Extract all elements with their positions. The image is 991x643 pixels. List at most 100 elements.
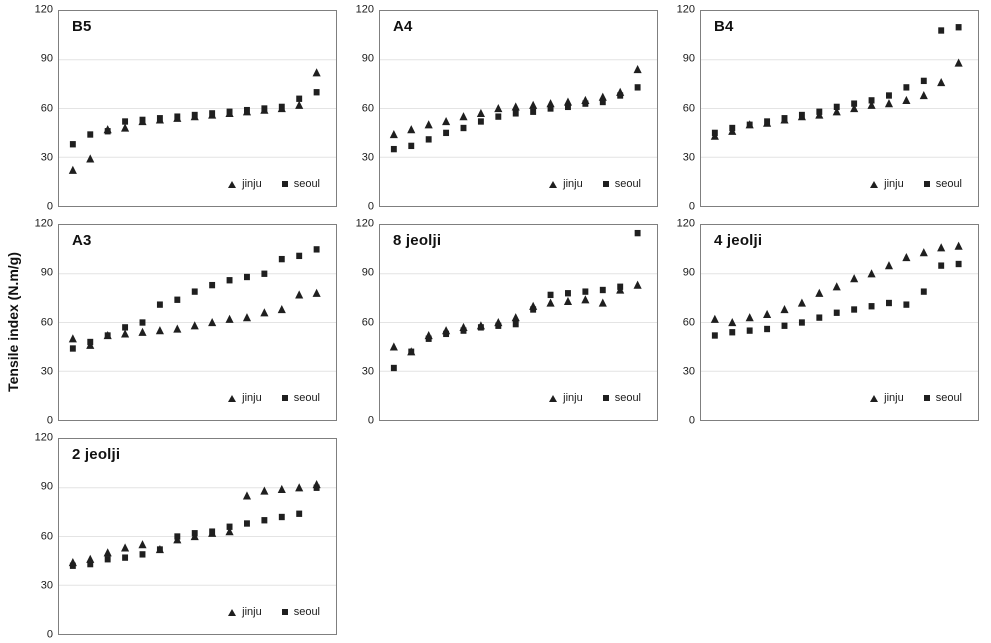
y-tick-label: 30 — [682, 151, 695, 164]
plot-area-a4: A4 jinju seoul — [379, 10, 658, 207]
scatter-points-8-jeolji — [380, 229, 657, 372]
y-tick-label: 0 — [46, 200, 53, 213]
y-tick-label: 60 — [361, 102, 374, 114]
legend-label-seoul: seoul — [935, 178, 962, 190]
y-tick-label: 30 — [40, 365, 53, 378]
chart-grid: 0 30 60 90 120 B5 jinju seoul 0 30 60 90 12 — [28, 4, 991, 643]
y-tick-label: 0 — [367, 414, 374, 427]
square-marker-icon — [923, 181, 930, 187]
y-tick-label: 90 — [361, 266, 374, 279]
y-tick-label: 90 — [682, 266, 695, 279]
legend-item-jinju: jinju — [549, 392, 583, 404]
chart-a4: 0 30 60 90 120 A4 jinju seoul — [349, 4, 670, 224]
y-tick-label: 60 — [40, 316, 53, 328]
y-tick-label: 120 — [355, 3, 374, 16]
plot-area-b4: B4 jinju seoul — [700, 10, 979, 207]
legend-label-jinju: jinju — [563, 392, 583, 404]
chart-title-8-jeolji: 8 jeolji — [393, 232, 442, 249]
square-marker-icon — [281, 181, 288, 187]
legend-item-seoul: seoul — [281, 606, 320, 618]
scatter-points-4-jeolji — [701, 241, 978, 372]
legend-item-seoul: seoul — [281, 178, 320, 190]
legend-item-jinju: jinju — [870, 178, 904, 190]
y-tick-label: 0 — [688, 414, 695, 427]
plot-area-a3: A3 jinju seoul — [58, 224, 337, 421]
triangle-marker-icon — [870, 180, 879, 188]
legend-label-jinju: jinju — [242, 178, 262, 190]
scatter-points-a4 — [380, 59, 657, 158]
legend-4-jeolji: jinju seoul — [870, 392, 962, 404]
legend-item-seoul: seoul — [602, 392, 641, 404]
triangle-marker-icon — [870, 394, 879, 402]
legend-b4: jinju seoul — [870, 178, 962, 190]
y-tick-label: 30 — [361, 151, 374, 164]
chart-a3: 0 30 60 90 120 A3 jinju seoul — [28, 218, 349, 438]
y-tick-label: 120 — [34, 217, 53, 230]
y-tick-label: 90 — [40, 52, 53, 65]
legend-item-jinju: jinju — [870, 392, 904, 404]
y-tick-label: 30 — [682, 365, 695, 378]
y-tick-label: 60 — [682, 316, 695, 328]
y-tick-label: 90 — [361, 52, 374, 65]
legend-a4: jinju seoul — [549, 178, 641, 190]
chart-title-b5: B5 — [72, 18, 92, 35]
y-tick-label: 120 — [676, 3, 695, 16]
chart-title-a3: A3 — [72, 232, 92, 249]
legend-label-seoul: seoul — [293, 606, 320, 618]
scatter-points-b5 — [59, 59, 336, 174]
legend-label-seoul: seoul — [935, 392, 962, 404]
legend-item-jinju: jinju — [228, 606, 262, 618]
chart-title-2-jeolji: 2 jeolji — [72, 446, 121, 463]
y-tick-label: 60 — [40, 102, 53, 114]
legend-item-jinju: jinju — [549, 178, 583, 190]
y-tick-label: 90 — [40, 480, 53, 493]
scatter-points-a3 — [59, 246, 336, 372]
legend-a3: jinju seoul — [228, 392, 320, 404]
legend-label-jinju: jinju — [884, 392, 904, 404]
legend-item-seoul: seoul — [281, 392, 320, 404]
legend-item-seoul: seoul — [923, 178, 962, 190]
legend-item-jinju: jinju — [228, 392, 262, 404]
y-axis-b5: 0 30 60 90 120 — [28, 4, 58, 212]
y-tick-label: 120 — [355, 217, 374, 230]
legend-label-seoul: seoul — [614, 392, 641, 404]
triangle-marker-icon — [228, 180, 237, 188]
y-axis-b4: 0 30 60 90 120 — [670, 4, 700, 212]
y-tick-label: 120 — [34, 3, 53, 16]
triangle-marker-icon — [549, 394, 558, 402]
y-tick-label: 90 — [40, 266, 53, 279]
triangle-marker-icon — [549, 180, 558, 188]
legend-label-jinju: jinju — [563, 178, 583, 190]
chart-8-jeolji: 0 30 60 90 120 8 jeolji jinju seoul — [349, 218, 670, 438]
scatter-points-b4 — [701, 24, 978, 158]
square-marker-icon — [602, 181, 609, 187]
y-tick-label: 90 — [682, 52, 695, 65]
chart-b4: 0 30 60 90 120 B4 jinju seoul — [670, 4, 991, 224]
legend-item-seoul: seoul — [923, 392, 962, 404]
y-tick-label: 60 — [361, 316, 374, 328]
y-tick-label: 0 — [46, 628, 53, 641]
y-tick-label: 60 — [40, 530, 53, 542]
plot-area-2-jeolji: 2 jeolji jinju seoul — [58, 438, 337, 635]
y-axis-2-jeolji: 0 30 60 90 120 — [28, 432, 58, 640]
y-tick-label: 120 — [676, 217, 695, 230]
y-tick-label: 120 — [34, 431, 53, 444]
legend-label-jinju: jinju — [242, 392, 262, 404]
y-axis-8-jeolji: 0 30 60 90 120 — [349, 218, 379, 426]
legend-8-jeolji: jinju seoul — [549, 392, 641, 404]
chart-2-jeolji: 0 30 60 90 120 2 jeolji jinju seoul — [28, 432, 349, 643]
legend-item-jinju: jinju — [228, 178, 262, 190]
legend-label-seoul: seoul — [293, 178, 320, 190]
plot-area-b5: B5 jinju seoul — [58, 10, 337, 207]
legend-label-jinju: jinju — [242, 606, 262, 618]
square-marker-icon — [923, 395, 930, 401]
y-tick-label: 30 — [40, 151, 53, 164]
plot-area-4-jeolji: 4 jeolji jinju seoul — [700, 224, 979, 421]
chart-title-b4: B4 — [714, 18, 734, 35]
y-tick-label: 30 — [40, 579, 53, 592]
triangle-marker-icon — [228, 608, 237, 616]
y-axis-a3: 0 30 60 90 120 — [28, 218, 58, 426]
legend-b5: jinju seoul — [228, 178, 320, 190]
legend-item-seoul: seoul — [602, 178, 641, 190]
